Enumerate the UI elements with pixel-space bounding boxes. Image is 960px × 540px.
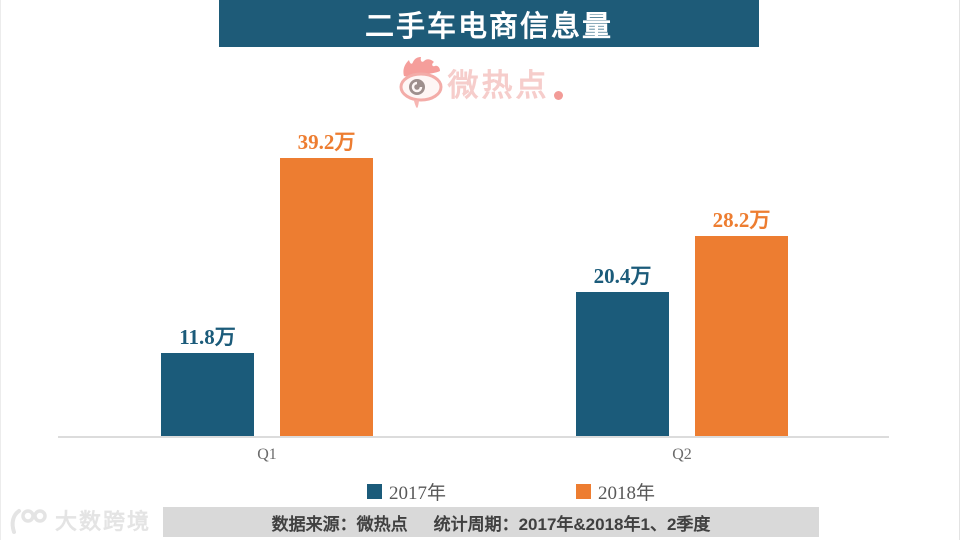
x-tick-q1: Q1 [257, 446, 277, 463]
footer-source: 数据来源：微热点 [271, 514, 408, 534]
legend-swatch-2018 [576, 483, 591, 499]
footer-source-bar: 数据来源：微热点 统计周期：2017年&2018年1、2季度 [163, 507, 819, 537]
bar-q1-2018年 [280, 158, 373, 437]
legend: 2017年 2018年 [1, 481, 959, 504]
data-label-q1-2017年: 11.8万 [179, 325, 236, 349]
bar-q2-2017年 [576, 292, 669, 437]
legend-item-2018: 2018年 [576, 478, 655, 505]
brand-watermark: 微热点 [1, 56, 959, 108]
brand-watermark-dot [553, 91, 563, 100]
brand-watermark-text: 微热点 [447, 67, 550, 103]
corner-watermark-text: 大数跨境 [55, 509, 152, 534]
x-tick-q2: Q2 [672, 446, 692, 463]
data-label-q1-2018年: 39.2万 [297, 130, 356, 154]
corner-watermark: 大数跨境 [7, 502, 151, 538]
legend-label-2018: 2018年 [598, 482, 656, 504]
data-label-q2-2017年: 20.4万 [593, 264, 652, 288]
dashu-100-logo-icon [10, 509, 47, 534]
bar-q1-2017年 [161, 353, 254, 437]
bar-q2-2018年 [695, 236, 788, 437]
footer-period: 统计周期：2017年&2018年1、2季度 [433, 514, 711, 534]
data-label-q2-2018年: 28.2万 [712, 208, 771, 232]
chart-title-banner: 二手车电商信息量 [219, 0, 759, 47]
legend-label-2017: 2017年 [388, 482, 446, 504]
legend-item-2017: 2017年 [366, 478, 446, 505]
legend-swatch-2017 [366, 483, 382, 499]
weiredian-eye-icon [399, 57, 442, 108]
x-axis-line [58, 436, 889, 438]
chart-title: 二手车电商信息量 [364, 10, 613, 43]
